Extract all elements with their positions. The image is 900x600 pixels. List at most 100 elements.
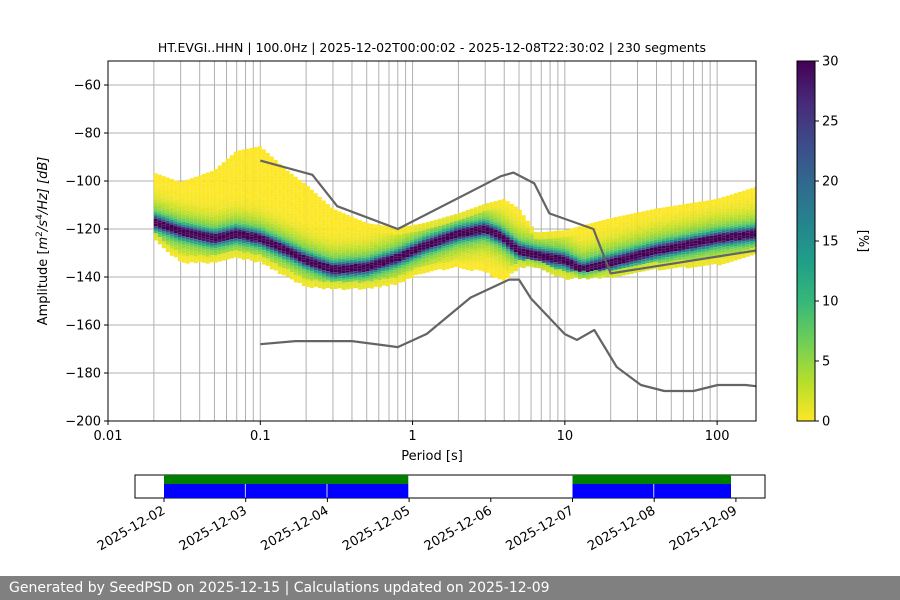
heatmap-cell [669,215,674,219]
heatmap-cell [697,247,702,250]
heatmap-cell [529,243,534,246]
heatmap-cell [513,218,518,221]
heatmap-cell [253,187,258,191]
heatmap-cell [209,238,214,241]
heatmap-cell [497,200,502,203]
heatmap-cell [209,207,214,210]
heatmap-cell [297,256,302,259]
heatmap-cell [501,247,506,250]
heatmap-cell [529,255,534,258]
heatmap-cell [249,255,254,259]
heatmap-cell [377,246,382,249]
heatmap-cell [337,216,342,219]
heatmap-cell [213,171,218,174]
heatmap-cell [389,231,394,235]
heatmap-cell [217,237,222,240]
heatmap-cell [669,244,674,247]
heatmap-cell [601,227,606,230]
heatmap-cell [557,247,562,250]
heatmap-cell [717,224,722,227]
heatmap-cell [245,203,250,207]
heatmap-cell [549,236,554,239]
heatmap-cell [273,176,278,180]
heatmap-cell [249,169,254,172]
heatmap-cell [193,176,198,180]
heatmap-cell [557,257,562,260]
heatmap-cell [453,218,458,222]
heatmap-cell [237,179,242,182]
heatmap-cell [169,181,174,184]
heatmap-cell [273,268,278,271]
heatmap-cell [717,207,722,211]
heatmap-cell [321,284,326,287]
heatmap-cell [449,217,454,221]
heatmap-cell [421,271,426,274]
heatmap-cell [405,247,410,250]
heatmap-cell [557,249,562,253]
heatmap-cell [293,232,298,235]
heatmap-cell [205,244,210,247]
heatmap-cell [229,246,234,249]
heatmap-cell [245,251,250,255]
heatmap-cell [513,242,518,245]
heatmap-cell [177,225,182,228]
heatmap-cell [529,240,534,244]
heatmap-cell [317,208,322,212]
heatmap-cell [333,236,338,239]
heatmap-cell [525,223,530,226]
heatmap-cell [281,244,286,247]
heatmap-cell [217,242,222,245]
heatmap-cell [265,239,270,242]
heatmap-cell [285,254,290,258]
heatmap-cell [169,200,174,203]
heatmap-cell [189,195,194,198]
heatmap-cell [309,192,314,195]
heatmap-cell [481,206,486,210]
heatmap-cell [489,223,494,227]
heatmap-cell [333,238,338,241]
heatmap-cell [449,248,454,252]
heatmap-cell [693,224,698,227]
heatmap-cell [313,262,318,266]
heatmap-cell [613,243,618,246]
heatmap-cell [501,223,506,226]
heatmap-cell [213,195,218,198]
heatmap-cell [301,182,306,186]
heatmap-cell [461,266,466,270]
heatmap-cell [681,254,686,258]
heatmap-cell [261,245,266,248]
heatmap-cell [413,229,418,232]
heatmap-cell [489,271,494,275]
heatmap-cell [725,224,730,227]
data-availability-timeline: 2025-12-02 2025-12-03 2025-12-04 2025-12-05… [95,474,766,554]
heatmap-cell [489,214,494,217]
heatmap-cell [705,246,710,249]
heatmap-cell [361,257,366,261]
heatmap-cell [261,163,266,167]
heatmap-cell [201,212,206,215]
heatmap-cell [377,273,382,276]
heatmap-cell [469,249,474,252]
heatmap-cell [729,201,734,205]
heatmap-cell [277,257,282,260]
heatmap-cell [373,229,378,232]
heatmap-cell [633,258,638,261]
heatmap-cell [597,249,602,253]
heatmap-cell [349,264,354,268]
heatmap-cell [473,224,478,227]
heatmap-cell [669,242,674,245]
heatmap-cell [721,261,726,265]
heatmap-cell [581,227,586,230]
heatmap-cell [713,242,718,245]
heatmap-cell [193,232,198,235]
heatmap-cell [281,265,286,269]
heatmap-cell [673,227,678,230]
heatmap-cell [169,239,174,242]
heatmap-cell [745,196,750,200]
heatmap-cell [697,223,702,226]
heatmap-cell [385,240,390,244]
heatmap-cell [269,190,274,193]
heatmap-cell [337,278,342,282]
heatmap-cell [241,247,246,251]
heatmap-cell [637,216,642,220]
